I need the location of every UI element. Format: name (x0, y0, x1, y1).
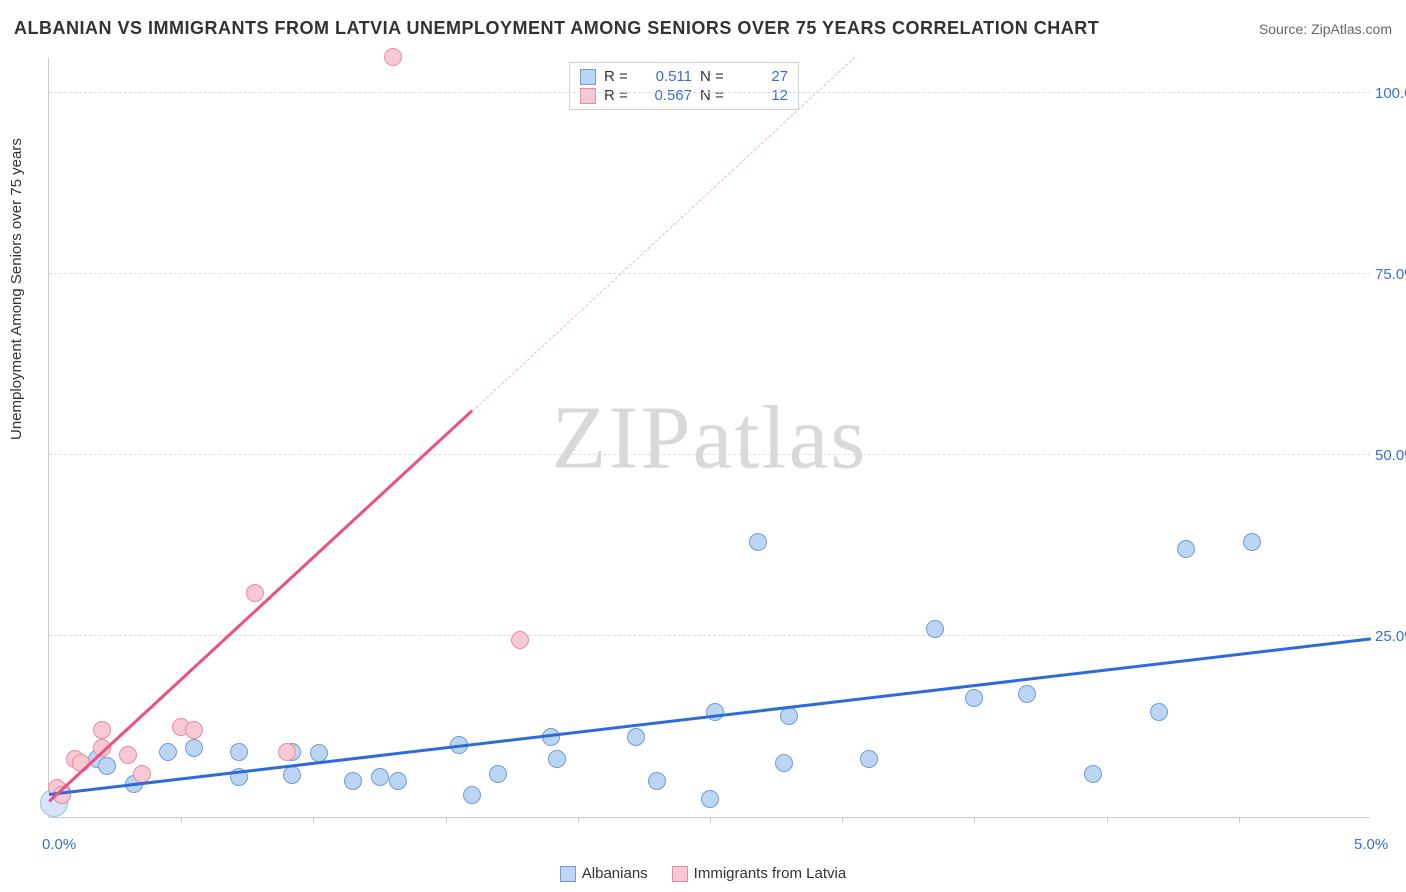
legend-label: Albanians (582, 865, 648, 882)
trend-line (49, 637, 1371, 795)
n-label: N = (700, 87, 730, 104)
legend-item: Immigrants from Latvia (672, 865, 847, 882)
scatter-point (701, 790, 719, 808)
scatter-point (1150, 703, 1168, 721)
scatter-point (283, 766, 301, 784)
grid-line (49, 635, 1370, 636)
scatter-point (1177, 540, 1195, 558)
x-tick-label: 5.0% (1354, 836, 1388, 853)
swatch-icon (672, 866, 688, 882)
x-tick (578, 817, 579, 823)
scatter-point (926, 620, 944, 638)
y-tick-label: 50.0% (1375, 447, 1406, 464)
x-tick (181, 817, 182, 823)
scatter-point (627, 728, 645, 746)
scatter-chart: ZIPatlas R = 0.511 N = 27 R = 0.567 N = … (48, 58, 1370, 818)
scatter-point (185, 721, 203, 739)
scatter-point (463, 786, 481, 804)
scatter-point (246, 584, 264, 602)
r-label: R = (604, 87, 634, 104)
legend-row: R = 0.511 N = 27 (580, 67, 788, 86)
swatch-icon (580, 88, 596, 104)
x-tick (1107, 817, 1108, 823)
scatter-point (1243, 533, 1261, 551)
scatter-point (159, 743, 177, 761)
n-value: 27 (738, 68, 788, 85)
scatter-point (344, 772, 362, 790)
y-tick-label: 75.0% (1375, 266, 1406, 283)
scatter-point (542, 728, 560, 746)
swatch-icon (560, 866, 576, 882)
x-tick (974, 817, 975, 823)
scatter-point (548, 750, 566, 768)
x-tick (1239, 817, 1240, 823)
scatter-point (780, 707, 798, 725)
scatter-point (93, 721, 111, 739)
n-value: 12 (738, 87, 788, 104)
scatter-point (230, 743, 248, 761)
scatter-point (278, 743, 296, 761)
scatter-point (648, 772, 666, 790)
watermark: ZIPatlas (552, 386, 868, 489)
grid-line (49, 273, 1370, 274)
scatter-point (775, 754, 793, 772)
scatter-point (371, 768, 389, 786)
scatter-point (185, 739, 203, 757)
r-value: 0.511 (642, 68, 692, 85)
scatter-point (384, 48, 402, 66)
correlation-legend: R = 0.511 N = 27 R = 0.567 N = 12 (569, 62, 799, 110)
scatter-point (511, 631, 529, 649)
chart-source: Source: ZipAtlas.com (1259, 21, 1392, 37)
x-tick-label: 0.0% (42, 836, 76, 853)
grid-line (49, 454, 1370, 455)
scatter-point (706, 703, 724, 721)
x-tick (313, 817, 314, 823)
scatter-point (965, 689, 983, 707)
scatter-point (389, 772, 407, 790)
scatter-point (119, 746, 137, 764)
y-tick-label: 100.0% (1375, 85, 1406, 102)
series-legend: Albanians Immigrants from Latvia (0, 865, 1406, 882)
swatch-icon (580, 69, 596, 85)
r-value: 0.567 (642, 87, 692, 104)
r-label: R = (604, 68, 634, 85)
scatter-point (1018, 685, 1036, 703)
x-tick (446, 817, 447, 823)
legend-item: Albanians (560, 865, 648, 882)
legend-row: R = 0.567 N = 12 (580, 86, 788, 105)
n-label: N = (700, 68, 730, 85)
scatter-point (98, 757, 116, 775)
scatter-point (489, 765, 507, 783)
scatter-point (1084, 765, 1102, 783)
y-tick-label: 25.0% (1375, 628, 1406, 645)
x-tick (710, 817, 711, 823)
scatter-point (133, 765, 151, 783)
y-axis-label: Unemployment Among Seniors over 75 years (8, 138, 25, 440)
scatter-point (860, 750, 878, 768)
scatter-point (749, 533, 767, 551)
grid-line (49, 92, 1370, 93)
legend-label: Immigrants from Latvia (694, 865, 847, 882)
chart-title: ALBANIAN VS IMMIGRANTS FROM LATVIA UNEMP… (14, 18, 1099, 39)
trend-line (48, 410, 473, 803)
x-tick (842, 817, 843, 823)
